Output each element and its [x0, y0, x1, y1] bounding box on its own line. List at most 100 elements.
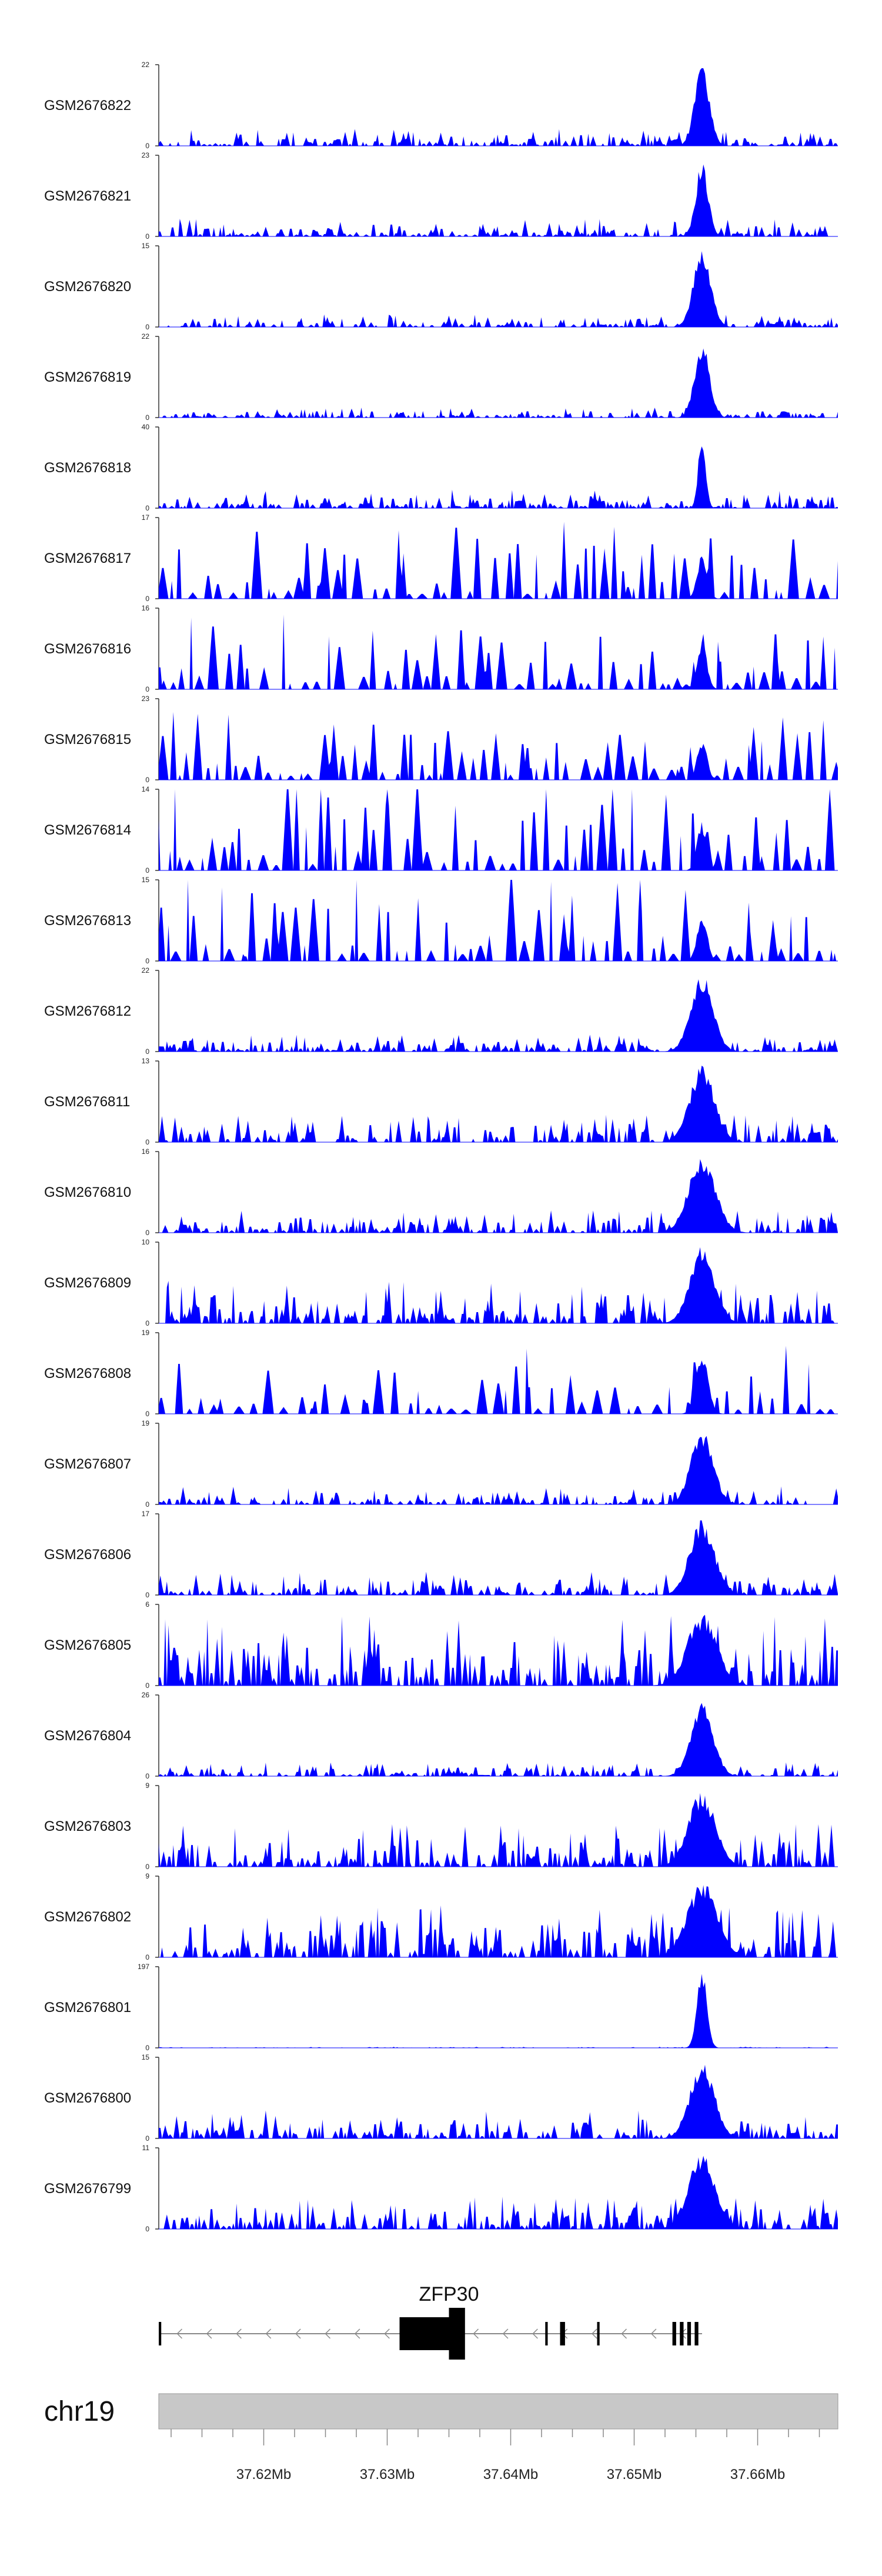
track-label: GSM2676804 — [44, 1728, 131, 1744]
track-GSM2676808: GSM2676808 19 0 — [44, 1329, 838, 1418]
track-GSM2676819: GSM2676819 22 0 — [44, 332, 838, 422]
track-ymax-label: 17 — [142, 513, 150, 522]
gene-exon — [560, 2322, 565, 2345]
track-signal-area — [159, 1703, 838, 1776]
track-ymin-label: 0 — [145, 323, 149, 331]
axis-tick-label: 37.62Mb — [236, 2467, 291, 2482]
track-ymin-label: 0 — [145, 685, 149, 693]
track-ymin-label: 0 — [145, 1681, 149, 1690]
track-GSM2676800: GSM2676800 15 0 — [44, 2053, 838, 2143]
track-GSM2676801: GSM2676801 197 0 — [44, 1963, 838, 2052]
track-ymax-label: 6 — [145, 1600, 149, 1609]
track-ymin-label: 0 — [145, 1863, 149, 1871]
track-signal-area — [159, 251, 838, 327]
track-ymin-label: 0 — [145, 595, 149, 603]
strand-arrow — [502, 2328, 509, 2339]
track-signal-area — [159, 1520, 838, 1595]
track-signal-area — [159, 1436, 838, 1504]
track-ymax-label: 16 — [142, 1147, 150, 1156]
track-signal-area — [159, 1247, 838, 1323]
track-ymax-label: 15 — [142, 876, 150, 884]
track-label: GSM2676820 — [44, 279, 131, 295]
strand-arrow — [236, 2328, 242, 2339]
track-ymin-label: 0 — [145, 413, 149, 422]
track-signal-area — [159, 615, 838, 689]
strand-arrow — [295, 2328, 301, 2339]
track-label: GSM2676819 — [44, 369, 131, 385]
gene-exon — [597, 2322, 600, 2345]
track-ymin-label: 0 — [145, 1591, 149, 1599]
track-ymin-label: 0 — [145, 866, 149, 875]
track-ymin-label: 0 — [145, 1229, 149, 1237]
axis-tick-label: 37.63Mb — [360, 2467, 415, 2482]
gene-exon — [672, 2322, 676, 2345]
track-GSM2676815: GSM2676815 23 0 — [44, 695, 838, 784]
track-ymax-label: 19 — [142, 1329, 150, 1337]
track-label: GSM2676810 — [44, 1184, 131, 1200]
track-GSM2676811: GSM2676811 13 0 — [44, 1057, 838, 1146]
axis-tick-label: 37.64Mb — [483, 2467, 538, 2482]
track-ymin-label: 0 — [145, 2134, 149, 2143]
track-signal-area — [159, 2155, 838, 2229]
track-GSM2676810: GSM2676810 16 0 — [44, 1147, 838, 1237]
strand-arrow — [354, 2328, 360, 2339]
track-ymax-label: 17 — [142, 1510, 150, 1518]
track-ymin-label: 0 — [145, 2044, 149, 2052]
track-label: GSM2676809 — [44, 1275, 131, 1291]
track-label: GSM2676801 — [44, 2000, 131, 2016]
strand-arrow — [592, 2328, 597, 2339]
track-label: GSM2676822 — [44, 98, 131, 114]
track-label: GSM2676817 — [44, 550, 131, 566]
track-label: GSM2676821 — [44, 188, 131, 204]
strand-arrow — [206, 2328, 212, 2339]
strand-arrow — [532, 2328, 538, 2339]
track-GSM2676805: GSM2676805 6 0 — [44, 1600, 838, 1690]
track-ymin-label: 0 — [145, 2225, 149, 2233]
track-label: GSM2676806 — [44, 1547, 131, 1563]
gene-exons — [159, 2308, 699, 2360]
gene-exon — [399, 2317, 449, 2350]
track-GSM2676817: GSM2676817 17 0 — [44, 513, 838, 603]
track-label: GSM2676816 — [44, 641, 131, 657]
track-label: GSM2676800 — [44, 2090, 131, 2106]
track-label: GSM2676805 — [44, 1637, 131, 1653]
track-GSM2676822: GSM2676822 22 0 — [44, 61, 838, 150]
track-signal-area — [159, 1346, 838, 1414]
track-GSM2676809: GSM2676809 10 0 — [44, 1238, 838, 1327]
chromosome-axis: chr19 37.62Mb 37.63Mb 37.64Mb 37.65Mb 37.66M… — [44, 2393, 838, 2482]
strand-arrow — [176, 2328, 183, 2339]
track-ymin-label: 0 — [145, 1410, 149, 1418]
track-signal-area — [159, 880, 838, 961]
track-signal-area — [159, 1614, 838, 1686]
track-ymax-label: 10 — [142, 1238, 150, 1246]
strand-arrow — [473, 2328, 479, 2339]
track-ymax-label: 19 — [142, 1419, 150, 1427]
track-GSM2676820: GSM2676820 15 0 — [44, 242, 838, 331]
track-signal-area — [159, 979, 838, 1052]
track-ymax-label: 13 — [142, 1057, 150, 1065]
gene-exon — [694, 2322, 699, 2345]
track-label: GSM2676808 — [44, 1366, 131, 1382]
track-ymin-label: 0 — [145, 232, 149, 241]
track-signal-area — [159, 2064, 838, 2138]
track-signal-area — [159, 446, 838, 508]
strand-arrow — [621, 2328, 627, 2339]
gene-strand-arrows — [176, 2328, 686, 2339]
track-ymax-label: 40 — [142, 423, 150, 431]
track-ymin-label: 0 — [145, 1772, 149, 1780]
strand-arrow — [650, 2328, 657, 2339]
track-GSM2676814: GSM2676814 14 0 — [44, 785, 838, 875]
track-label: GSM2676803 — [44, 1818, 131, 1834]
track-signal-area — [159, 1793, 838, 1867]
strand-arrow — [325, 2328, 331, 2339]
track-ymax-label: 9 — [145, 1872, 149, 1880]
track-GSM2676816: GSM2676816 16 0 — [44, 604, 838, 693]
chromosome-bar — [158, 2393, 838, 2430]
track-signal-area — [159, 1885, 838, 1957]
track-signal-area — [159, 1159, 838, 1233]
track-label: GSM2676807 — [44, 1456, 131, 1472]
track-ymax-label: 23 — [142, 151, 150, 159]
track-label: GSM2676799 — [44, 2181, 131, 2197]
track-GSM2676812: GSM2676812 22 0 — [44, 966, 838, 1056]
